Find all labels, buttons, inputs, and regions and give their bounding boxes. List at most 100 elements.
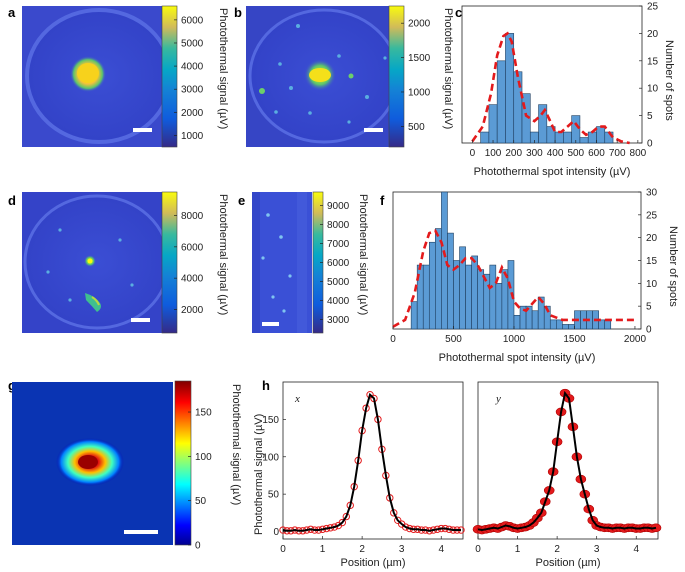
histogram-bar (531, 310, 539, 330)
colorbar-tick-label: 2000 (408, 19, 431, 30)
colorbar-label-d: Photothermal signal (µV) (217, 194, 229, 315)
scale-bar (133, 128, 152, 132)
histogram-bar (489, 264, 497, 330)
image-d (22, 192, 176, 333)
x-tick-label: 0 (390, 334, 396, 345)
x-tick-label: 200 (505, 148, 522, 159)
y-tick-label: 0 (273, 527, 279, 538)
x-tick-label: 1000 (503, 334, 526, 345)
histogram-bar (543, 305, 551, 330)
y-tick-label: 0 (647, 139, 653, 150)
image-b (246, 6, 402, 147)
x-tick-label: 700 (609, 148, 626, 159)
y-tick-label: 0 (646, 325, 652, 336)
panel-label-c: c (455, 5, 462, 20)
x-tick-label: 0 (470, 148, 476, 159)
chart-c-ylabel: Number of spots (663, 40, 675, 121)
histogram-bar (596, 126, 606, 144)
chart-c-xlabel: Photothermal spot intensity (µV) (474, 166, 631, 178)
y-tick-label: 25 (646, 210, 658, 221)
x-tick-label: 600 (588, 148, 605, 159)
colorbar-tick-label: 2000 (181, 108, 204, 119)
y-tick-label: 5 (646, 302, 652, 313)
colorbar-a (161, 5, 178, 148)
x-tick-label: 1500 (563, 334, 586, 345)
y-tick-label: 5 (647, 111, 653, 122)
colorbar-tick-label: 8000 (327, 220, 350, 231)
colorbar-tick-label: 1000 (408, 87, 431, 98)
scale-bar (124, 530, 158, 534)
chart-hy-axis-letter: y (495, 393, 501, 405)
histogram-bar (480, 131, 490, 144)
profile-point (401, 523, 410, 531)
histogram-bar (477, 269, 485, 330)
chart-f-ylabel: Number of spots (667, 226, 679, 307)
y-tick-label: 30 (646, 188, 658, 199)
colorbar-tick-label: 5000 (327, 277, 350, 288)
histogram-bar (483, 273, 491, 330)
histogram-bar (556, 319, 563, 330)
histogram-bar (471, 255, 478, 330)
x-tick-label: 500 (445, 334, 462, 345)
histogram-bar (465, 264, 472, 330)
histogram-bar (549, 319, 557, 330)
histogram-bar (604, 319, 612, 330)
y-tick-label: 15 (646, 256, 658, 267)
histogram-bar (428, 241, 436, 330)
colorbar-tick-label: 3000 (327, 315, 350, 326)
chart-f: 0 500 1000 1500 2000 0 5 10 15 20 25 30 Phototherm… (390, 188, 679, 365)
chart-hx-line (282, 392, 461, 532)
histogram-bar (579, 137, 589, 144)
histogram-bar (447, 232, 454, 330)
x-tick-label: 2 (554, 544, 560, 555)
y-tick-label: 50 (268, 490, 280, 501)
panel-label-a: a (8, 5, 16, 20)
chart-c: 0 100 200 300 400 500 600 700 800 0 5 10 15 20 25 Pho… (461, 2, 675, 178)
x-tick-label: 400 (547, 148, 564, 159)
scale-bar (364, 128, 383, 132)
histogram-bar (410, 301, 418, 330)
histogram-bar (598, 319, 606, 330)
y-tick-label: 150 (262, 415, 279, 426)
histogram-bar (562, 324, 569, 330)
image-g (12, 382, 173, 545)
colorbar-tick-label: 0 (195, 541, 201, 552)
y-tick-label: 25 (647, 2, 659, 13)
y-tick-label: 10 (647, 84, 659, 95)
colorbar-label-g: Photothermal signal (µV) (230, 384, 242, 505)
colorbar-tick-label: 6000 (181, 242, 204, 253)
scale-bar (262, 322, 279, 326)
y-tick-label: 15 (647, 56, 659, 67)
colorbar-tick-label: 1500 (408, 53, 431, 64)
histogram-bar (568, 324, 575, 330)
colorbar-label-e: Photothermal signal (µV) (357, 194, 369, 315)
x-tick-label: 2000 (624, 334, 647, 345)
x-tick-label: 3 (594, 544, 600, 555)
histogram-bar (571, 115, 581, 144)
histogram-bar (501, 269, 509, 330)
histogram-bar (554, 131, 564, 144)
chart-hx: x 0 1 2 3 4 0 50 100 150 Position (µm) Photothe… (253, 381, 465, 569)
y-tick-label: 20 (647, 29, 659, 40)
scale-bar (131, 318, 150, 322)
chart-hx-ylabel: Photothermal signal (µV) (253, 414, 265, 535)
colorbar-tick-label: 500 (408, 122, 425, 133)
image-a (22, 6, 176, 147)
histogram-bar (495, 283, 503, 330)
chart-f-fit-line (392, 229, 635, 328)
chart-hy-xlabel: Position (µm) (535, 557, 600, 569)
x-tick-label: 800 (630, 148, 647, 159)
chart-hx-xlabel: Position (µm) (340, 557, 405, 569)
chart-f-xlabel: Photothermal spot intensity (µV) (439, 352, 596, 364)
panel-label-f: f (380, 193, 385, 208)
colorbar-d (161, 191, 178, 334)
y-tick-label: 20 (646, 233, 658, 244)
chart-c-fit-line (471, 31, 630, 145)
chart-hx-frame (282, 381, 464, 540)
colorbar-tick-label: 8000 (181, 211, 204, 222)
x-tick-label: 4 (438, 544, 444, 555)
y-tick-label: 10 (646, 279, 658, 290)
colorbar-label-a: Photothermal signal (µV) (217, 8, 229, 129)
colorbar-tick-label: 4000 (327, 296, 350, 307)
